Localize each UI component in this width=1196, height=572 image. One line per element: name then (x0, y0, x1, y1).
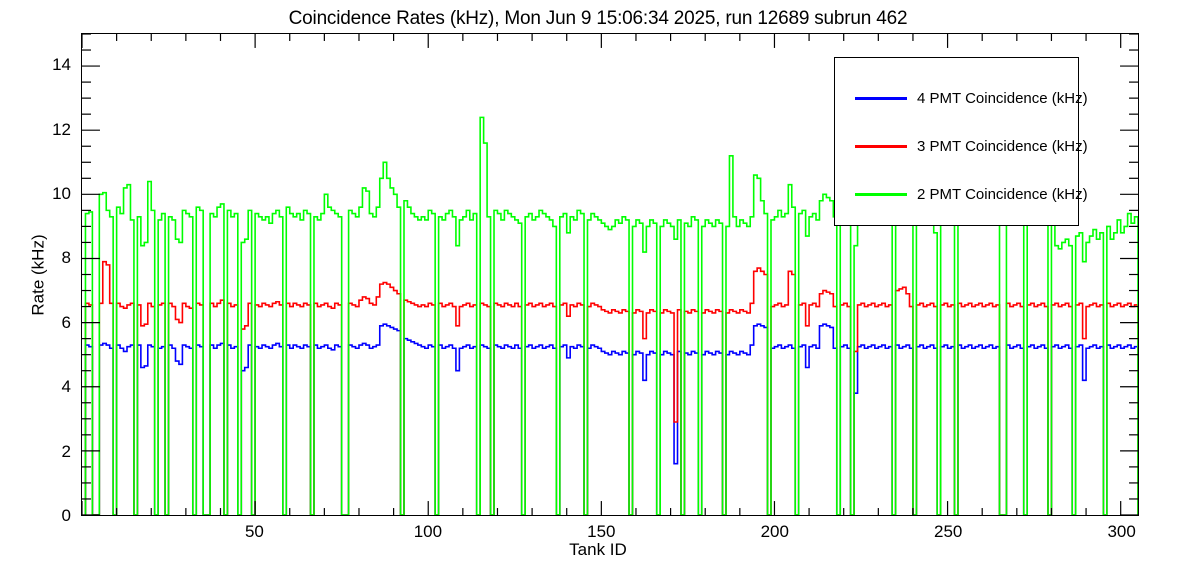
y-tick-label: 6 (61, 312, 71, 332)
x-tick-label: 100 (413, 522, 443, 541)
legend-color-swatch (855, 192, 907, 196)
y-axis-title-container: Rate (kHz) (0, 190, 48, 360)
legend-item[interactable]: 2 PMT Coincidence (kHz) (835, 180, 1088, 208)
legend-label: 3 PMT Coincidence (kHz) (917, 137, 1088, 155)
x-tick-label: 300 (1107, 522, 1136, 541)
y-axis-title: Rate (kHz) (28, 234, 48, 316)
series-line (85, 324, 1138, 515)
page-title: Coincidence Rates (kHz), Mon Jun 9 15:06… (288, 8, 908, 29)
legend-color-swatch (855, 144, 907, 148)
y-tick-label: 12 (52, 119, 71, 139)
x-tick-label: 250 (934, 522, 963, 541)
y-tick-label: 8 (61, 248, 71, 268)
x-tick-label: 200 (760, 522, 789, 541)
legend-item[interactable]: 4 PMT Coincidence (kHz) (835, 84, 1088, 112)
plot-area (82, 34, 1138, 515)
legend-label: 2 PMT Coincidence (kHz) (917, 185, 1088, 203)
series-line (85, 262, 1138, 515)
y-tick-label: 4 (61, 377, 71, 397)
legend[interactable]: 4 PMT Coincidence (kHz) 3 PMT Coincidence… (834, 57, 1088, 226)
x-axis-title: Tank ID (569, 540, 627, 559)
legend-label: 4 PMT Coincidence (kHz) (917, 89, 1088, 107)
x-tick-label: 50 (244, 522, 264, 541)
y-tick-label: 2 (61, 441, 71, 461)
y-tick-label: 14 (52, 55, 71, 75)
axis-ticks-layer (82, 34, 1138, 515)
x-tick-label: 150 (587, 522, 616, 541)
legend-item[interactable]: 3 PMT Coincidence (kHz) (835, 132, 1088, 160)
legend-color-swatch (855, 96, 907, 100)
y-tick-label: 0 (61, 506, 71, 525)
y-tick-label: 10 (52, 184, 71, 203)
